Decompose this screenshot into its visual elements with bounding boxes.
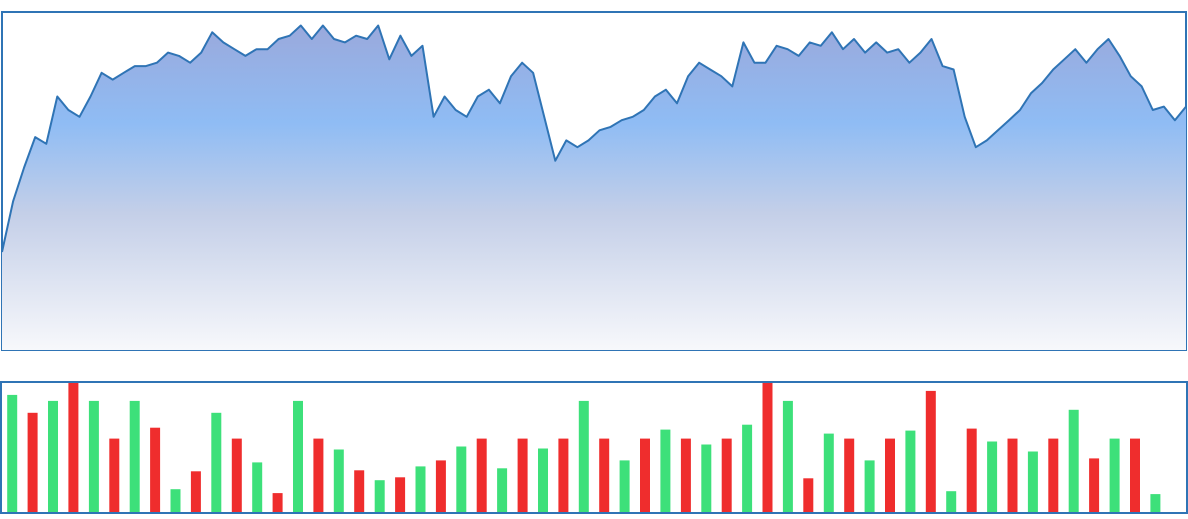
bar-47 bbox=[946, 491, 957, 512]
bar-28 bbox=[558, 438, 569, 512]
bar-3 bbox=[48, 400, 58, 512]
bar-52 bbox=[1048, 438, 1059, 512]
bar-55 bbox=[1109, 438, 1120, 512]
area-fill bbox=[2, 25, 1186, 350]
bar-56 bbox=[1130, 438, 1140, 512]
area-line bbox=[1, 24, 1187, 253]
bar-54 bbox=[1089, 458, 1100, 512]
bar-1 bbox=[7, 394, 18, 512]
bar-34 bbox=[680, 438, 691, 512]
bar-2 bbox=[27, 412, 38, 512]
bar-22 bbox=[435, 460, 446, 512]
area-chart bbox=[1, 11, 1187, 351]
bar-50 bbox=[1007, 438, 1018, 512]
bar-11 bbox=[211, 412, 222, 512]
bar-12 bbox=[231, 438, 242, 512]
bar-37 bbox=[742, 424, 753, 512]
bar-38 bbox=[762, 383, 773, 512]
bar-45 bbox=[905, 430, 916, 512]
bar-32 bbox=[640, 438, 650, 512]
bar-8 bbox=[150, 427, 161, 512]
bar-39 bbox=[782, 400, 793, 512]
bar-16 bbox=[313, 438, 324, 512]
bar-17 bbox=[333, 449, 344, 512]
bar-23 bbox=[456, 446, 467, 512]
bar-44 bbox=[885, 438, 895, 512]
bar-30 bbox=[599, 438, 610, 512]
bar-9 bbox=[170, 489, 181, 512]
bar-33 bbox=[660, 429, 671, 512]
bar-53 bbox=[1068, 409, 1079, 512]
bar-27 bbox=[538, 448, 548, 512]
bar-35 bbox=[701, 444, 712, 512]
bar-29 bbox=[578, 400, 589, 512]
bar-10 bbox=[190, 471, 201, 512]
bar-21 bbox=[415, 466, 426, 512]
bar-19 bbox=[374, 480, 385, 512]
bar-49 bbox=[987, 441, 998, 512]
bar-18 bbox=[354, 470, 365, 512]
bar-6 bbox=[109, 438, 120, 512]
bar-31 bbox=[619, 460, 630, 512]
bar-5 bbox=[88, 400, 99, 512]
bar-51 bbox=[1027, 451, 1038, 512]
bar-26 bbox=[517, 438, 528, 512]
bar-36 bbox=[721, 438, 732, 512]
bar-chart bbox=[0, 381, 1188, 514]
bar-43 bbox=[864, 460, 875, 512]
bar-series bbox=[7, 383, 1161, 512]
bar-40 bbox=[803, 478, 814, 512]
bar-20 bbox=[395, 477, 406, 512]
bar-25 bbox=[497, 468, 508, 512]
bar-4 bbox=[68, 383, 79, 512]
bar-14 bbox=[272, 493, 283, 512]
bar-42 bbox=[844, 438, 855, 512]
bar-57 bbox=[1150, 494, 1161, 512]
bar-46 bbox=[925, 390, 936, 512]
bar-24 bbox=[476, 438, 487, 512]
bar-13 bbox=[252, 462, 263, 512]
bar-chart-frame bbox=[0, 381, 1188, 514]
bar-7 bbox=[129, 400, 140, 512]
bar-41 bbox=[823, 433, 834, 512]
bar-48 bbox=[966, 428, 977, 512]
bar-15 bbox=[293, 400, 303, 512]
